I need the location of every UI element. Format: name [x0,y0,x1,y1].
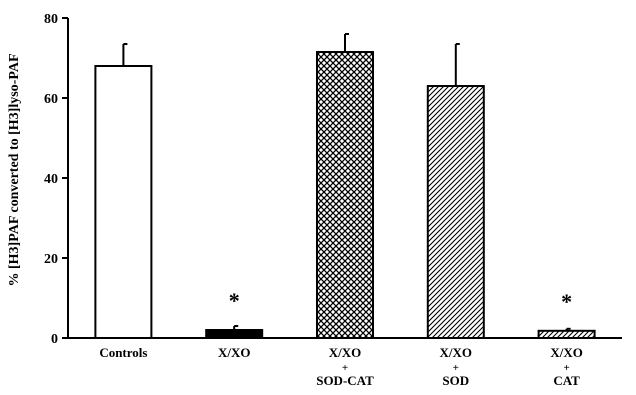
bar [205,329,264,339]
y-tick-label: 20 [44,252,58,267]
y-axis-ticks: 0 20 40 60 80 [44,12,68,347]
x-category-label: SOD [442,373,469,388]
significance-asterisk: * [561,289,572,314]
x-category-label: X/XO [218,345,251,360]
bar [537,329,596,339]
y-tick-label: 40 [44,172,58,187]
bar [94,65,153,339]
bar [426,85,485,339]
x-category-label: + [563,362,569,374]
x-category-label: + [342,362,348,374]
x-category-label: X/XO [440,345,473,360]
y-tick-label: 60 [44,92,58,107]
x-category-label: SOD-CAT [316,373,374,388]
x-category-label: CAT [553,373,580,388]
x-category-label: X/XO [550,345,583,360]
bars-group: * * [94,33,596,339]
x-category-label: X/XO [329,345,362,360]
y-tick-label: 0 [51,332,58,347]
significance-asterisk: * [229,288,240,313]
bar [316,51,374,339]
x-category-label: Controls [99,345,147,360]
x-category-label: + [453,362,459,374]
y-axis-title: % [H3]PAF converted to [H3]lyso-PAF [7,53,22,286]
y-tick-label: 80 [44,12,58,27]
